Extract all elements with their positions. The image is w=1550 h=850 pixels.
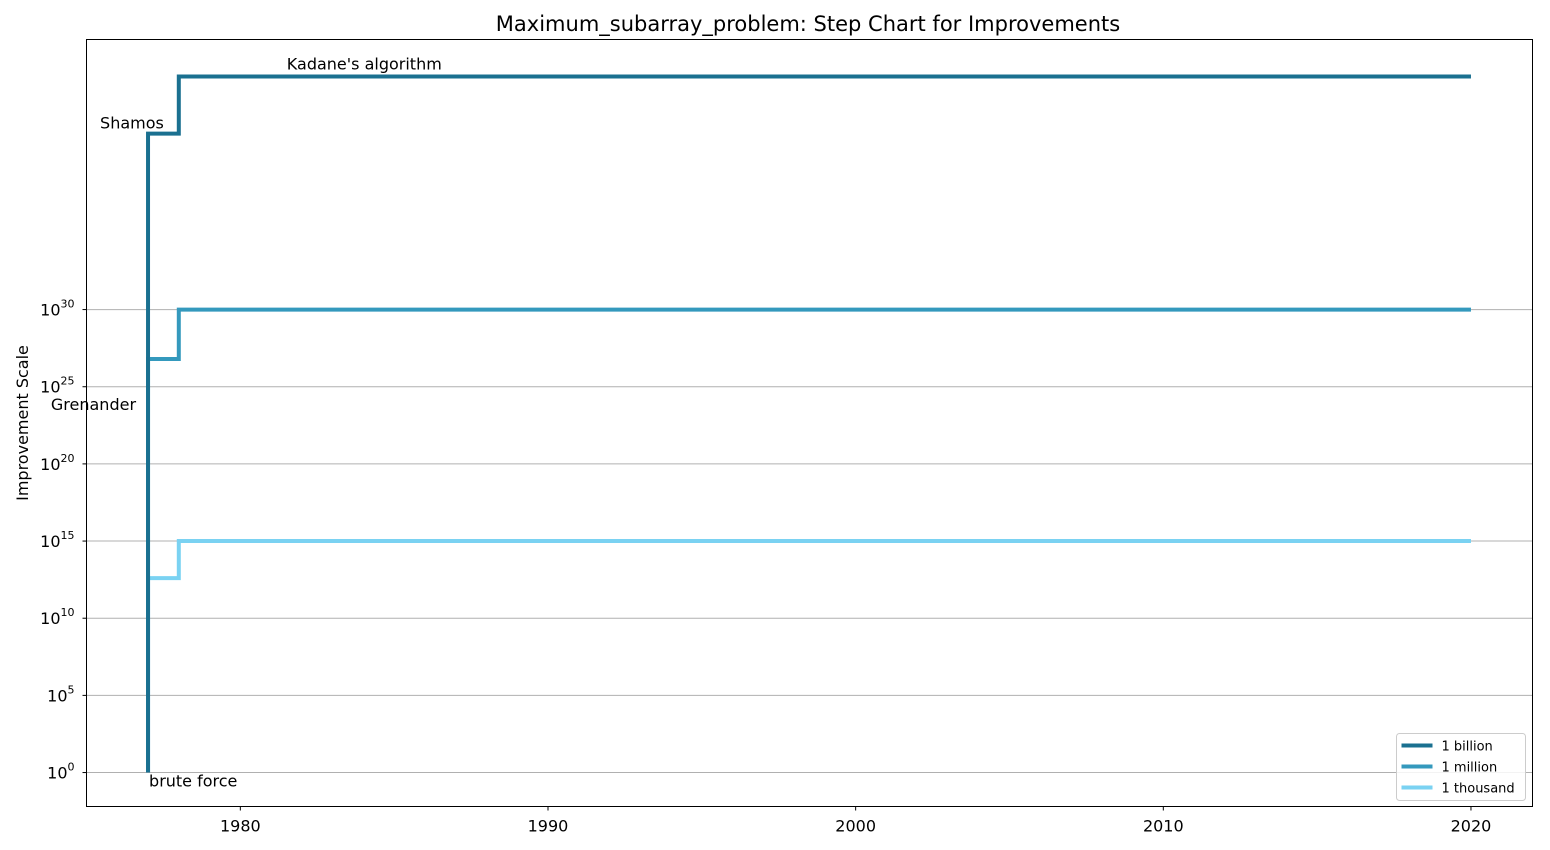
- plot-frame: [86, 39, 1533, 807]
- legend-label: 1 million: [1442, 761, 1498, 776]
- annotation-label: Kadane's algorithm: [287, 55, 442, 74]
- x-axis-ticks: 1980 1990 2000 2010 2020: [220, 806, 1492, 836]
- annotation-label: Shamos: [100, 114, 164, 133]
- x-tick-label: 1980: [220, 817, 261, 836]
- y-tick-label: 1030: [40, 298, 74, 320]
- legend-label: 1 thousand: [1442, 782, 1515, 797]
- y-tick-label: 1025: [40, 375, 74, 397]
- legend-box: [1396, 733, 1526, 801]
- legend-label: 1 billion: [1442, 740, 1493, 755]
- chart-title: Maximum_subarray_problem: Step Chart for…: [496, 12, 1120, 37]
- series-line: [146, 539, 1471, 773]
- y-tick-label: 105: [47, 683, 74, 705]
- x-tick-label: 2020: [1451, 817, 1492, 836]
- annotation-label: Grenander: [51, 395, 137, 414]
- y-tick-label: 1010: [40, 606, 74, 628]
- annotation-label: brute force: [149, 772, 237, 791]
- x-tick-label: 1990: [528, 817, 569, 836]
- legend: 1 billion 1 million 1 thousand: [1396, 733, 1526, 801]
- series-line: [146, 74, 1471, 773]
- y-tick-label: 100: [47, 761, 74, 783]
- annotations: brute force Grenander Shamos Kadane's algor…: [51, 55, 442, 791]
- series-lines: [146, 74, 1471, 773]
- y-tick-label: 1020: [40, 452, 74, 474]
- y-axis-label: Improvement Scale: [13, 345, 32, 501]
- y-tick-label: 1015: [40, 529, 74, 551]
- x-tick-label: 2010: [1143, 817, 1184, 836]
- x-tick-label: 2000: [835, 817, 876, 836]
- y-axis-ticks: 100 105 1010 1015 1020 1025 1030: [40, 298, 87, 783]
